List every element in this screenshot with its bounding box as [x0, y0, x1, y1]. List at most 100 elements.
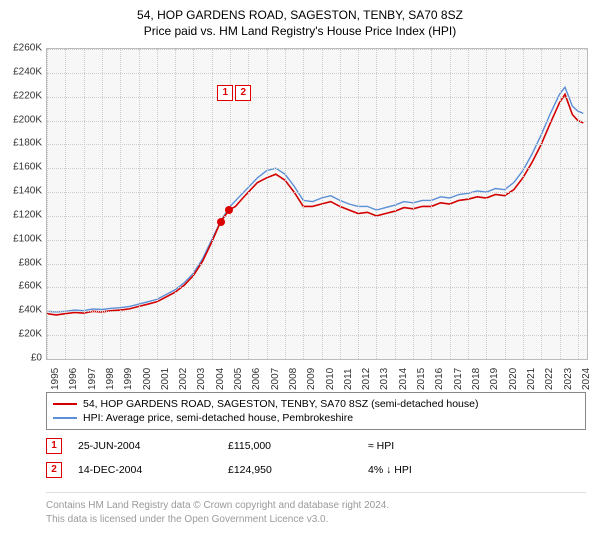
x-axis-label: 2009 — [306, 368, 317, 390]
x-axis-label: 2018 — [471, 368, 482, 390]
gridline-v — [47, 49, 48, 359]
legend-label-property: 54, HOP GARDENS ROAD, SAGESTON, TENBY, S… — [83, 398, 478, 410]
sales-date: 25-JUN-2004 — [78, 440, 228, 452]
x-axis-label: 2003 — [196, 368, 207, 390]
x-axis-label: 2021 — [526, 368, 537, 390]
y-axis-label: £100K — [0, 233, 42, 244]
gridline-h — [47, 49, 587, 50]
gridline-h — [47, 121, 587, 122]
sales-delta: ≈ HPI — [368, 440, 508, 452]
sales-price: £124,950 — [228, 464, 368, 476]
gridline-h — [47, 264, 587, 265]
x-axis-label: 2019 — [489, 368, 500, 390]
y-axis-label: £40K — [0, 305, 42, 316]
gridline-v — [505, 49, 506, 359]
sales-row: 214-DEC-2004£124,9504% ↓ HPI — [46, 458, 586, 482]
gridline-v — [102, 49, 103, 359]
gridline-h — [47, 73, 587, 74]
gridline-v — [413, 49, 414, 359]
x-axis-label: 2015 — [416, 368, 427, 390]
y-axis-label: £140K — [0, 186, 42, 197]
x-axis-label: 2008 — [288, 368, 299, 390]
gridline-h — [47, 335, 587, 336]
chart-subtitle: Price paid vs. HM Land Registry's House … — [0, 22, 600, 38]
gridline-v — [322, 49, 323, 359]
y-axis-label: £120K — [0, 209, 42, 220]
legend-row-hpi: HPI: Average price, semi-detached house,… — [53, 411, 579, 425]
gridline-v — [395, 49, 396, 359]
sale-callout: 2 — [235, 85, 251, 101]
gridline-v — [267, 49, 268, 359]
gridline-v — [157, 49, 158, 359]
gridline-v — [212, 49, 213, 359]
sale-callout: 1 — [217, 85, 233, 101]
sale-marker-dot — [225, 206, 233, 214]
sales-table: 1 25-JUN-2004£115,000≈ HPI 2 14-DEC-2004£12… — [46, 434, 586, 482]
legend-label-hpi: HPI: Average price, semi-detached house,… — [83, 412, 353, 424]
chart-container: 54, HOP GARDENS ROAD, SAGESTON, TENBY, S… — [0, 0, 600, 560]
sales-idx: 1 — [46, 438, 62, 454]
gridline-v — [175, 49, 176, 359]
y-axis-label: £60K — [0, 281, 42, 292]
y-axis-label: £180K — [0, 138, 42, 149]
gridline-v — [65, 49, 66, 359]
gridline-v — [376, 49, 377, 359]
gridline-h — [47, 216, 587, 217]
gridline-v — [120, 49, 121, 359]
gridline-v — [303, 49, 304, 359]
legend-row-property: 54, HOP GARDENS ROAD, SAGESTON, TENBY, S… — [53, 397, 579, 411]
x-axis-label: 2002 — [178, 368, 189, 390]
x-axis-label: 2005 — [233, 368, 244, 390]
gridline-v — [450, 49, 451, 359]
gridline-h — [47, 192, 587, 193]
gridline-v — [340, 49, 341, 359]
gridline-v — [468, 49, 469, 359]
x-axis-label: 1997 — [87, 368, 98, 390]
x-axis-label: 2024 — [581, 368, 592, 390]
sales-row: 1 25-JUN-2004£115,000≈ HPI — [46, 434, 586, 458]
x-axis-label: 2001 — [160, 368, 171, 390]
footer-line1: Contains HM Land Registry data © Crown c… — [46, 499, 586, 513]
gridline-v — [541, 49, 542, 359]
gridline-h — [47, 240, 587, 241]
series-line-property — [47, 94, 583, 315]
legend-box: 54, HOP GARDENS ROAD, SAGESTON, TENBY, S… — [46, 392, 586, 430]
x-axis-label: 2023 — [563, 368, 574, 390]
y-axis-label: £20K — [0, 329, 42, 340]
gridline-h — [47, 97, 587, 98]
gridline-v — [560, 49, 561, 359]
plot-svg — [47, 49, 587, 359]
sale-callout-group: 12 — [217, 85, 251, 101]
x-axis-label: 1998 — [105, 368, 116, 390]
x-axis-label: 1999 — [123, 368, 134, 390]
x-axis-label: 2022 — [544, 368, 555, 390]
footer-line2: This data is licensed under the Open Gov… — [46, 513, 586, 527]
x-axis-label: 2020 — [508, 368, 519, 390]
gridline-v — [193, 49, 194, 359]
gridline-v — [358, 49, 359, 359]
x-axis-label: 2000 — [142, 368, 153, 390]
chart-title: 54, HOP GARDENS ROAD, SAGESTON, TENBY, S… — [0, 0, 600, 22]
gridline-v — [139, 49, 140, 359]
plot-area: 12 — [46, 48, 588, 360]
gridline-v — [578, 49, 579, 359]
y-axis-label: £0 — [0, 353, 42, 364]
gridline-v — [84, 49, 85, 359]
legend-swatch-property — [53, 403, 77, 405]
legend-swatch-hpi — [53, 417, 77, 419]
y-axis-label: £160K — [0, 162, 42, 173]
x-axis-label: 2004 — [215, 368, 226, 390]
sales-idx: 2 — [46, 462, 62, 478]
x-axis-label: 2011 — [343, 368, 354, 390]
x-axis-label: 2006 — [251, 368, 262, 390]
sales-price: £115,000 — [228, 440, 368, 452]
x-axis-label: 2010 — [325, 368, 336, 390]
x-axis-label: 1996 — [68, 368, 79, 390]
gridline-v — [523, 49, 524, 359]
gridline-v — [486, 49, 487, 359]
x-axis-label: 2017 — [453, 368, 464, 390]
gridline-h — [47, 144, 587, 145]
gridline-h — [47, 287, 587, 288]
y-axis-label: £80K — [0, 257, 42, 268]
sales-date: 14-DEC-2004 — [78, 464, 228, 476]
